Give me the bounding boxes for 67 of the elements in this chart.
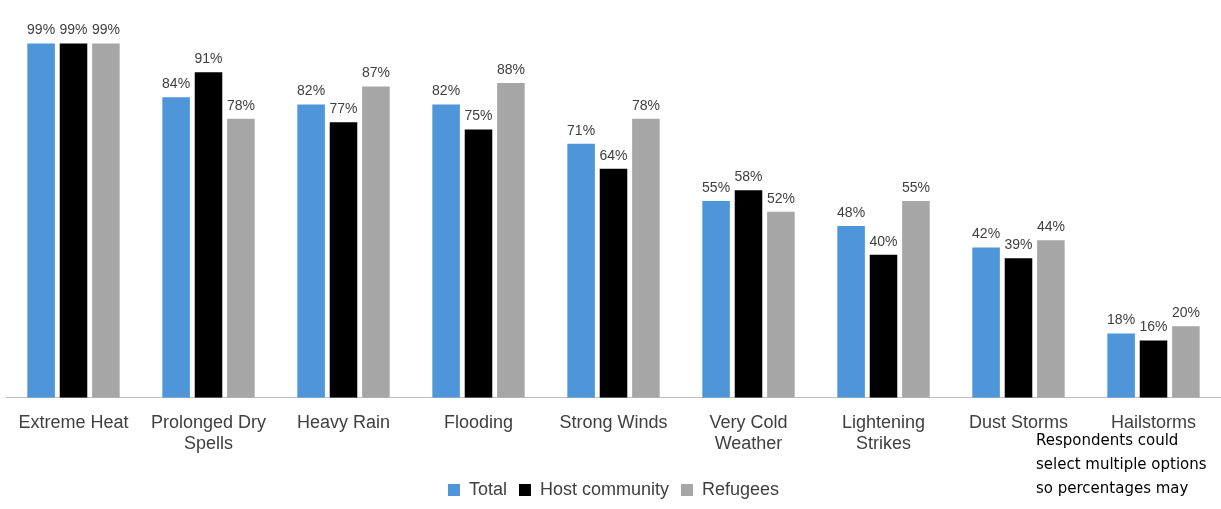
data-label: 99% [27,21,56,38]
bar [27,43,55,398]
legend-label: Total [468,478,507,499]
data-label: 64% [599,146,628,163]
bar [567,143,595,398]
bar [464,129,493,398]
data-label: 82% [297,82,326,99]
data-label: 39% [1004,236,1033,253]
x-tick-label: Lightening Strikes [841,411,926,454]
bar [1172,326,1200,398]
data-label: 82% [432,82,461,99]
data-label: 18% [1107,311,1136,328]
bar [297,104,325,398]
bar [599,168,628,398]
bar [92,43,120,398]
data-label: 48% [837,203,866,220]
data-label: 91% [194,50,223,67]
bar [632,118,660,398]
bar [702,201,730,398]
data-label: 55% [702,178,731,195]
bar [362,86,390,398]
bar [734,190,763,398]
bar [767,211,795,398]
data-label: 44% [1036,218,1065,235]
data-label: 84% [162,75,191,92]
legend-label: Refugees [702,478,780,499]
data-label: 71% [567,121,596,138]
data-label: 77% [329,100,358,117]
data-label: 58% [734,168,763,185]
bar [1004,258,1033,398]
legend-label: Host community [539,478,670,499]
data-label: 55% [901,178,930,195]
data-label: 52% [766,189,795,206]
bar [1107,333,1135,398]
bar [837,226,865,398]
bar [59,43,88,398]
text: Respondents could select multiple options so percentages may [1036,430,1208,499]
bar [972,247,1000,398]
data-label: 99% [59,21,88,38]
data-label: 78% [631,96,660,113]
data-label: 87% [361,64,390,81]
data-label: 20% [1171,304,1200,321]
data-label: 75% [464,107,493,124]
bar [1037,240,1065,398]
data-label: 16% [1139,318,1168,335]
bar [432,104,460,398]
x-tick-label: Flooding [443,411,514,432]
bar [329,122,358,398]
data-label: 40% [869,232,898,249]
bar [869,254,898,398]
data-label: 42% [972,225,1001,242]
data-label: 99% [91,21,120,38]
bar [227,118,255,398]
bar [902,201,930,398]
x-tick-label: Very Cold Weather [709,411,788,454]
x-tick-label: Dust Storms [968,411,1069,432]
x-tick-label: Heavy Rain [296,411,391,432]
x-tick-label: Hailstorms [1110,411,1197,432]
bar [1139,340,1168,398]
x-tick-label: Prolonged Dry Spells [150,411,267,454]
x-tick-label: Extreme Heat [18,411,129,432]
bar [194,72,223,398]
data-label: 78% [226,96,255,113]
data-label: 88% [496,60,525,77]
bar [162,97,190,398]
bar [497,82,525,398]
x-tick-label: Strong Winds [559,411,668,432]
